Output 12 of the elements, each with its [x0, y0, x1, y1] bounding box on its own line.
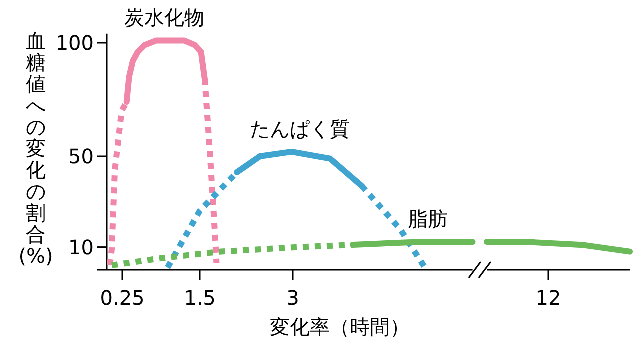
y-tick-label: 50	[68, 144, 94, 168]
series-label: 炭水化物	[124, 6, 205, 30]
text: 12	[536, 286, 562, 310]
x-tick-label: 0.25	[100, 286, 145, 310]
y-tick-label: 100	[56, 31, 94, 55]
text: 血糖値への変化の割合(%)	[18, 29, 54, 268]
series-label: たんぱく質	[250, 116, 350, 141]
x-tick-label: 1.5	[184, 286, 216, 310]
y-tick-label: 10	[68, 235, 94, 260]
x-tick-label: 3	[286, 286, 300, 310]
series-label: 脂肪	[408, 207, 448, 232]
x-axis-title: 変化率（時間）	[270, 315, 410, 339]
